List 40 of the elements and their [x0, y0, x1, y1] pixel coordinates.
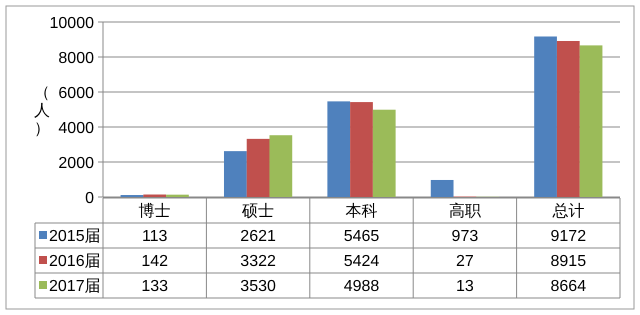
data-label: 9172	[550, 228, 586, 245]
bar	[327, 101, 350, 197]
data-label: 133	[141, 278, 168, 295]
bar	[556, 40, 580, 197]
bar	[580, 45, 602, 197]
y-axis-title: （人）	[34, 84, 50, 138]
bar	[372, 110, 396, 197]
data-label: 3530	[240, 278, 276, 295]
data-label: 8915	[550, 253, 586, 270]
data-label: 27	[456, 253, 474, 270]
data-label: 142	[141, 253, 168, 270]
data-label: 2621	[240, 228, 276, 245]
y-tick-label: 6000	[58, 85, 94, 102]
data-label: 5424	[344, 253, 380, 270]
legend-label: 2015届	[49, 228, 101, 245]
bar	[430, 180, 454, 197]
data-label: 5465	[344, 228, 380, 245]
x-tick-label: 本科	[346, 202, 378, 220]
x-tick-label: 总计	[551, 202, 584, 220]
data-label: 113	[142, 228, 168, 245]
bar	[246, 138, 270, 197]
y-tick-label: 8000	[58, 50, 94, 67]
data-label: 3322	[240, 253, 276, 270]
legend-label: 2017届	[49, 278, 101, 295]
y-tick-label: 10000	[50, 15, 94, 32]
bar	[269, 135, 292, 197]
y-tick-label: 4000	[58, 120, 94, 137]
bar	[350, 102, 373, 197]
y-tick-label: 2000	[58, 155, 94, 172]
data-label: 4988	[344, 278, 380, 295]
data-label: 973	[452, 228, 478, 245]
x-tick-label: 博士	[138, 202, 171, 220]
y-tick-label: 0	[85, 190, 94, 207]
x-tick-label: 硕士	[241, 202, 274, 220]
x-tick-label: 高职	[448, 202, 481, 220]
data-label: 8664	[550, 278, 586, 295]
bar	[534, 36, 557, 197]
legend-label: 2016届	[49, 253, 101, 270]
bar	[224, 151, 247, 197]
data-label: 13	[456, 278, 474, 295]
